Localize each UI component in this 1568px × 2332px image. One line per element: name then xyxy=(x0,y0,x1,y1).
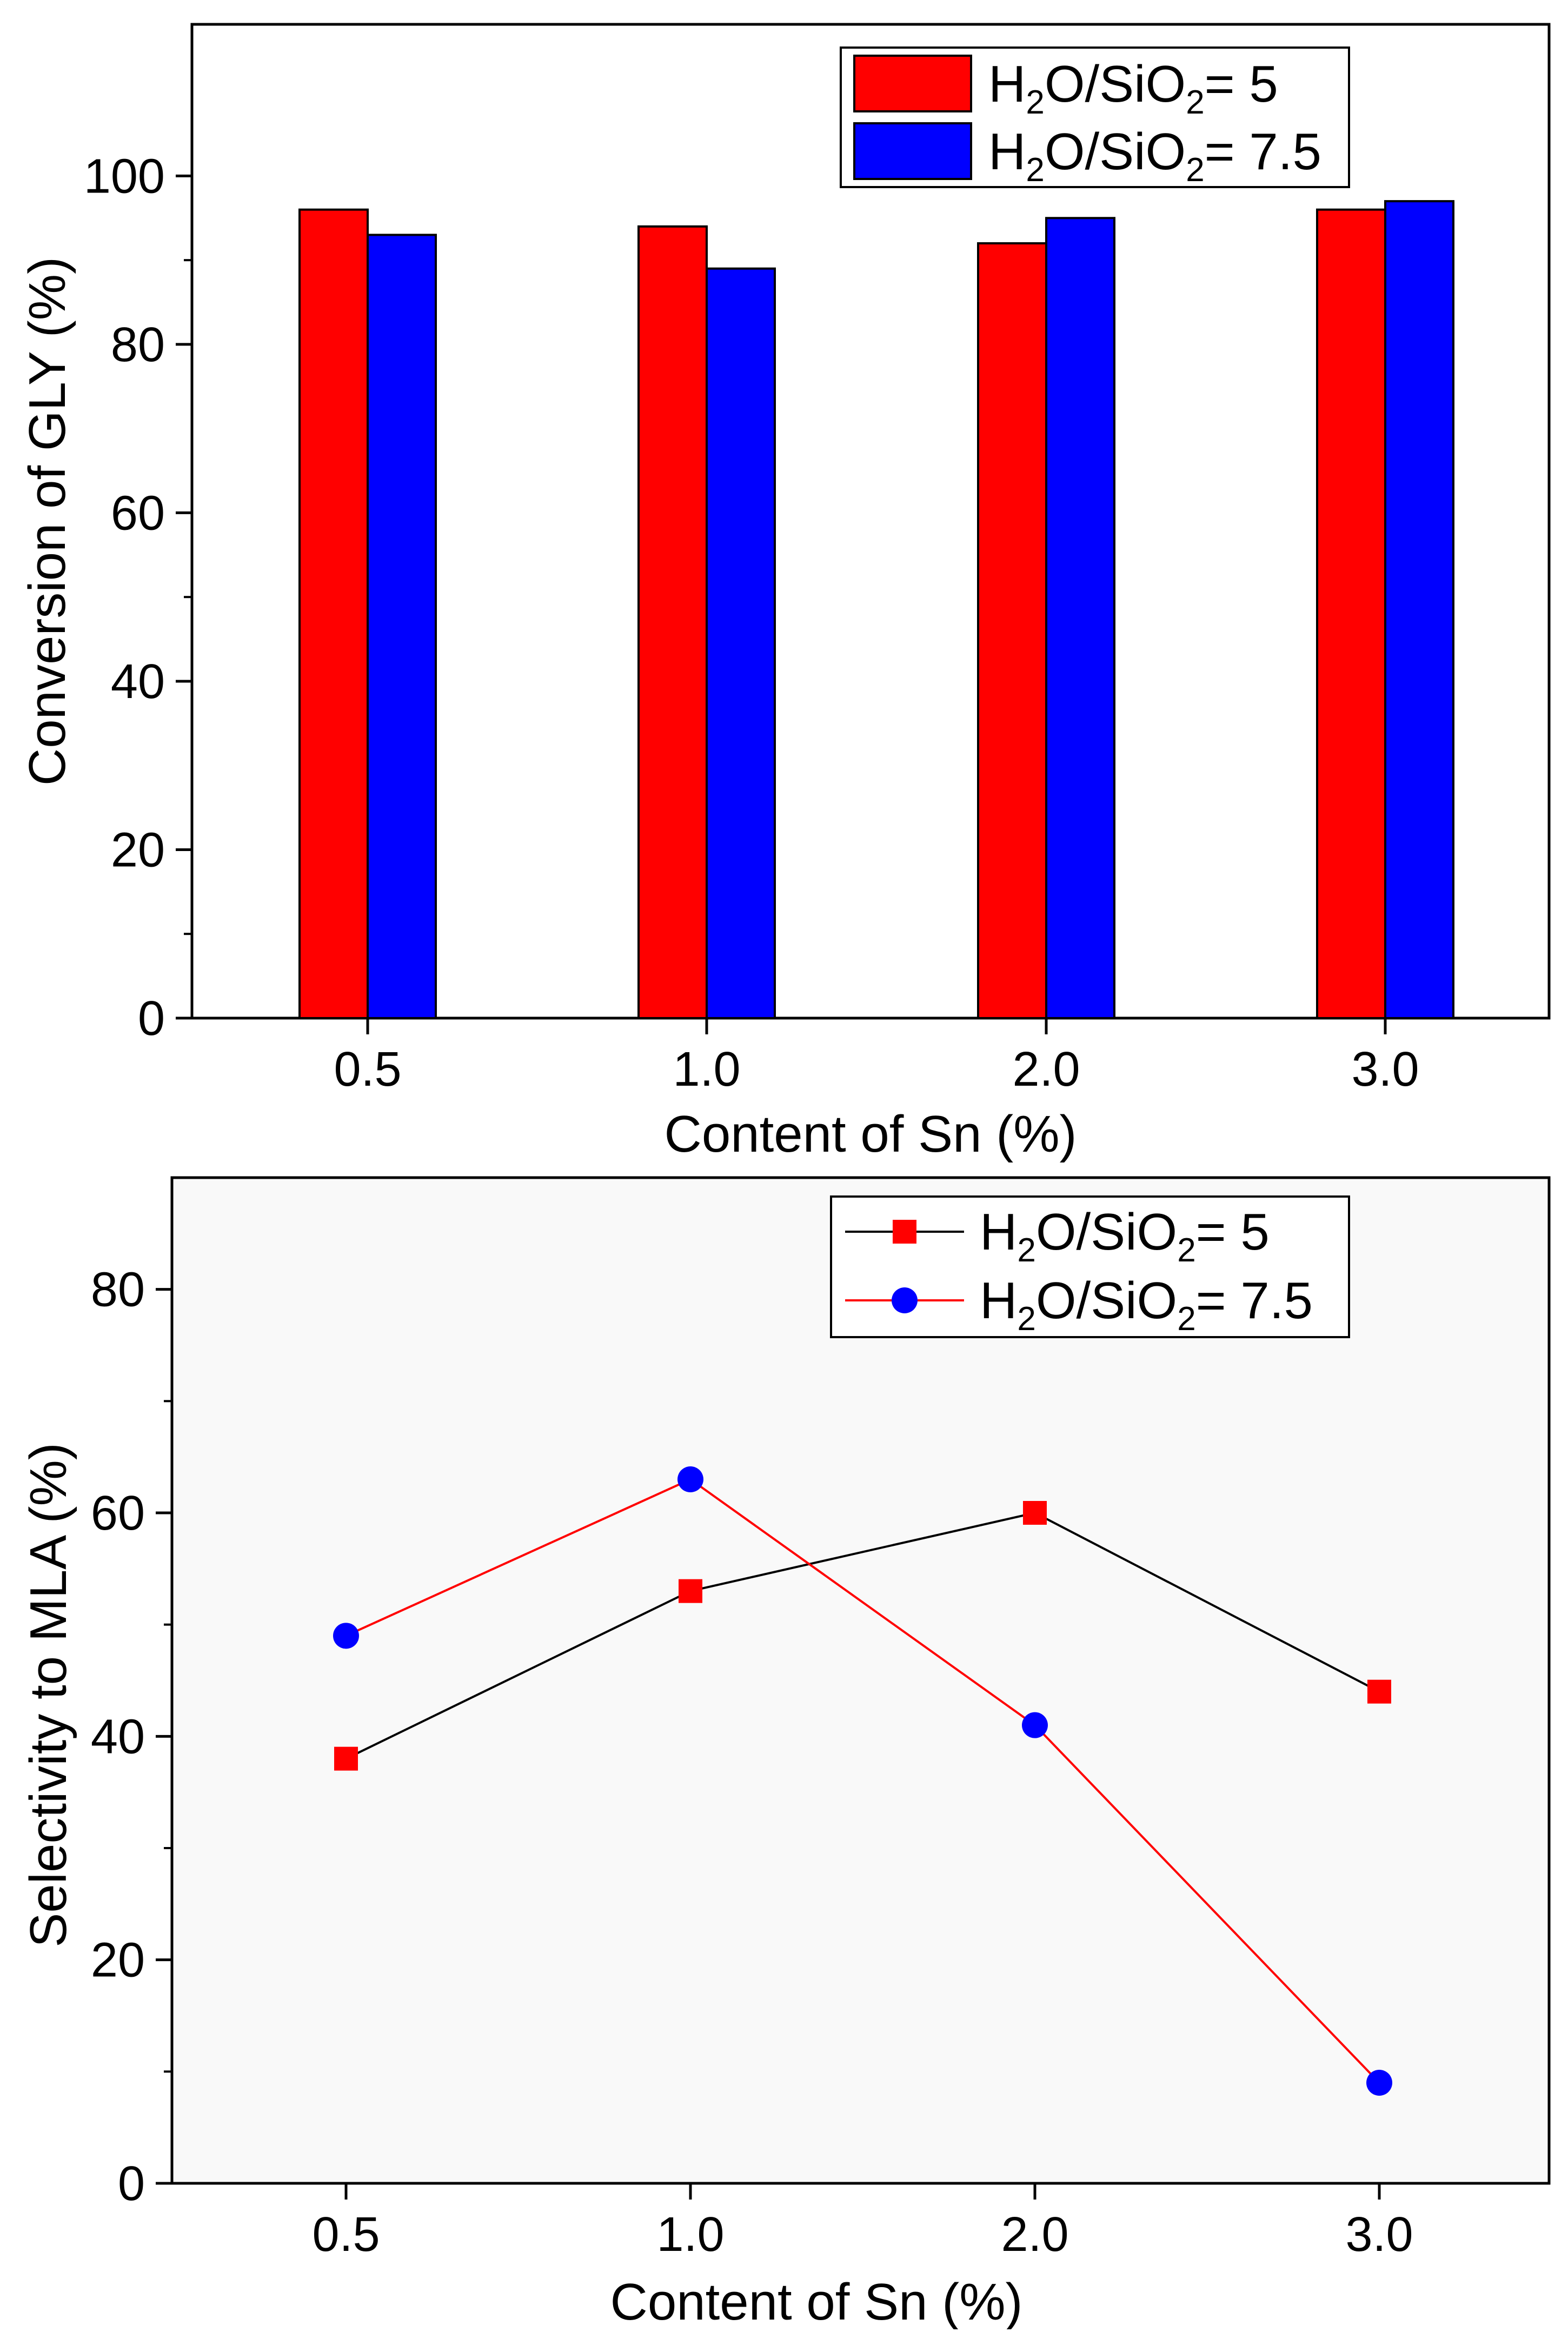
bar-x-tick-label: 2.0 xyxy=(1012,1042,1080,1097)
bar-y-tick-label: 20 xyxy=(111,823,165,877)
bar-series-group xyxy=(298,200,1454,1020)
line-series-1-point-0.5 xyxy=(334,1746,358,1771)
bar-chart-conversion: 0 20 40 60 80 100 0.5 1.0 2.0 3.0 Content of Sn … xyxy=(18,23,1551,1163)
line-series-1-point-1.0 xyxy=(679,1579,702,1603)
bar-y-tick-label: 60 xyxy=(111,486,165,540)
bar-y-axis: 0 20 40 60 80 100 xyxy=(84,149,192,1046)
bar-series-1-1.0 xyxy=(637,225,708,1019)
bar-x-tick-label: 1.0 xyxy=(673,1042,740,1097)
line-legend-marker-series-1 xyxy=(893,1220,916,1244)
bar-legend-swatch-series-2 xyxy=(853,122,972,180)
line-x-tick-label: 0.5 xyxy=(312,2208,380,2262)
bar-x-tick-label: 3.0 xyxy=(1351,1042,1419,1097)
bar-y-tick-label: 0 xyxy=(138,992,165,1046)
line-series-2-point-2.0 xyxy=(1022,1712,1048,1738)
line-x-axis-title: Content of Sn (%) xyxy=(610,2273,1022,2329)
bar-series-1-2.0 xyxy=(977,242,1047,1020)
bar-y-tick-label: 100 xyxy=(84,149,165,203)
bar-x-axis-title: Content of Sn (%) xyxy=(664,1105,1077,1163)
line-legend-label-series-1: H2O/SiO2= 5 xyxy=(980,1203,1270,1269)
line-x-axis: 0.5 1.0 2.0 3.0 xyxy=(312,2183,1413,2262)
bar-series-2-3.0 xyxy=(1384,200,1454,1019)
bar-legend-label-series-1: H2O/SiO2= 5 xyxy=(988,55,1278,121)
bar-series-2-1.0 xyxy=(706,267,776,1019)
line-legend-box xyxy=(830,1195,1350,1338)
line-plot-frame xyxy=(170,1176,1551,2185)
line-series-1-point-2.0 xyxy=(1023,1501,1047,1525)
bar-x-axis: 0.5 1.0 2.0 3.0 xyxy=(334,1018,1419,1097)
line-y-tick-label: 80 xyxy=(91,1263,145,1317)
bar-legend-label-series-2: H2O/SiO2= 7.5 xyxy=(988,123,1321,189)
bar-legend: H2O/SiO2= 5 H2O/SiO2= 7.5 xyxy=(840,46,1350,189)
bar-series-1-0.5 xyxy=(298,208,369,1019)
line-series-group xyxy=(333,1466,1392,2096)
bar-legend-swatch-series-1 xyxy=(853,55,972,112)
bar-y-tick-label: 40 xyxy=(111,655,165,709)
line-x-tick-label: 1.0 xyxy=(656,2208,724,2262)
line-y-tick-label: 40 xyxy=(91,1710,145,1764)
bar-y-axis-title: Conversion of GLY (%) xyxy=(18,257,76,786)
line-chart-selectivity: 0 20 40 60 80 0.5 1.0 2.0 3.0 Content of Sn (%)… xyxy=(19,1176,1551,2331)
line-y-tick-label: 0 xyxy=(118,2157,145,2211)
bar-x-tick-label: 0.5 xyxy=(334,1042,401,1097)
line-x-tick-label: 3.0 xyxy=(1345,2208,1413,2262)
bar-series-2-2.0 xyxy=(1045,217,1115,1019)
line-series-1-path xyxy=(346,1511,1380,1760)
line-y-axis-title: Selectivity to MLA (%) xyxy=(19,1443,77,1948)
bar-y-tick-label: 80 xyxy=(111,318,165,372)
line-series-1-point-3.0 xyxy=(1367,1679,1391,1704)
line-legend-marker-series-2 xyxy=(892,1287,918,1313)
line-y-axis: 0 20 40 60 80 xyxy=(91,1263,172,2211)
line-series-2-path xyxy=(346,1478,1380,2084)
line-series-2-point-0.5 xyxy=(333,1623,359,1649)
line-series-2-point-3.0 xyxy=(1366,2070,1392,2096)
line-legend: H2O/SiO2= 5 H2O/SiO2= 7.5 xyxy=(830,1195,1350,1338)
line-y-tick-label: 60 xyxy=(91,1486,145,1540)
line-legend-label-series-2: H2O/SiO2= 7.5 xyxy=(980,1272,1313,1338)
line-x-tick-label: 2.0 xyxy=(1001,2208,1068,2262)
line-series-2-point-1.0 xyxy=(677,1466,703,1492)
bar-series-1-3.0 xyxy=(1316,208,1386,1019)
bar-series-2-0.5 xyxy=(367,234,437,1020)
line-y-tick-label: 20 xyxy=(91,1934,145,1988)
